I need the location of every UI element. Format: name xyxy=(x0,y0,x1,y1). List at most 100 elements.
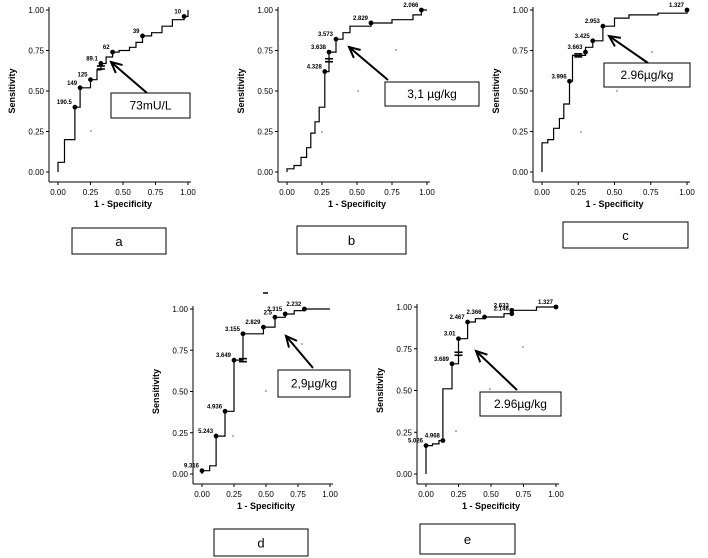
roc-point-label: 2.829 xyxy=(245,320,261,326)
roc-panel-e: 0.00 0.25 0.50 0.75 1.00 0.00 0.25 0.50 0.75 1.00… xyxy=(375,300,564,555)
x-tick-label: 0.00 xyxy=(534,188,550,197)
x-tick-label: 0.75 xyxy=(148,188,164,197)
callout-box xyxy=(603,62,691,88)
panel-label: e xyxy=(464,532,471,547)
roc-point xyxy=(272,314,278,320)
panel-label: b xyxy=(348,233,355,248)
x-tick-label: 0.75 xyxy=(384,188,400,197)
y-tick-label: 0.25 xyxy=(257,128,273,137)
roc-point xyxy=(88,77,93,83)
x-tick-label: 0.25 xyxy=(83,188,99,197)
stray-dot xyxy=(616,90,618,92)
roc-point xyxy=(72,104,78,110)
x-tick-label: 0.50 xyxy=(349,188,365,197)
x-axis-label: 1 - Specificity xyxy=(462,501,520,511)
roc-point-label: 149 xyxy=(67,81,78,87)
y-tick-label: 0.75 xyxy=(172,346,188,355)
panel-label-box xyxy=(419,523,516,555)
stray-dot xyxy=(522,346,524,348)
callout-arrow xyxy=(475,350,518,391)
roc-point xyxy=(302,306,307,312)
roc-point xyxy=(261,324,266,330)
x-tick-label: 0.75 xyxy=(516,490,532,499)
roc-point-label: 39 xyxy=(133,29,140,35)
y-tick-label: 0.25 xyxy=(172,429,188,438)
x-tick-label: 0.00 xyxy=(194,490,210,499)
callout-arrowhead xyxy=(474,349,488,363)
y-tick-label: 0.00 xyxy=(172,470,188,479)
y-tick-label: 0.00 xyxy=(28,168,44,177)
callout-arrowhead xyxy=(109,60,123,74)
stray-dot xyxy=(489,388,491,390)
roc-point xyxy=(140,33,145,39)
roc-point xyxy=(199,468,205,474)
panel-label-box xyxy=(562,221,689,249)
stray-dot xyxy=(301,343,303,345)
y-axis-label: Sensitivity xyxy=(7,68,17,113)
x-tick-label: 0.25 xyxy=(570,188,586,197)
roc-point-label: 2.953 xyxy=(585,19,601,25)
roc-point xyxy=(449,361,455,367)
callout-box xyxy=(384,81,480,107)
stray-dot xyxy=(90,130,92,132)
x-axis-label: 1 - Specificity xyxy=(585,199,643,209)
x-tick-label: 0.00 xyxy=(50,188,66,197)
roc-point-label: 3.996 xyxy=(552,74,568,80)
callout-text: 2.96µg/kg xyxy=(621,68,674,82)
roc-point-label: 1.327 xyxy=(669,3,685,9)
roc-point-label: 190.5 xyxy=(57,100,73,106)
x-tick-label: 0.75 xyxy=(643,188,659,197)
roc-panel-c: 0.00 0.25 0.50 0.75 1.00 0.00 0.25 0.50 0.75 1.00… xyxy=(491,3,695,249)
roc-point xyxy=(240,331,246,337)
callout-arrow xyxy=(348,46,389,81)
stray-dot xyxy=(455,430,457,432)
roc-point xyxy=(509,307,515,313)
callout-box xyxy=(479,391,562,417)
panel-label-box xyxy=(296,225,407,255)
roc-point-label: 2.633 xyxy=(494,303,510,309)
roc-point-label: 2.467 xyxy=(450,315,466,321)
roc-point-label: 9.316 xyxy=(184,464,200,470)
callout-arrowhead xyxy=(284,334,298,348)
y-tick-label: 1.00 xyxy=(28,6,44,15)
callout-box xyxy=(277,369,351,398)
y-tick-label: 0.25 xyxy=(512,128,528,137)
roc-panel-b: 0.00 0.25 0.50 0.75 1.00 0.00 0.25 0.50 0.75 1.00… xyxy=(236,3,480,255)
x-tick-label: 0.25 xyxy=(314,188,330,197)
roc-point-label: 2.366 xyxy=(466,310,482,316)
x-tick-label: 0.50 xyxy=(607,188,623,197)
x-tick-label: 0.50 xyxy=(115,188,131,197)
y-tick-label: 1.00 xyxy=(172,305,188,314)
x-tick-label: 1.00 xyxy=(679,188,695,197)
roc-point xyxy=(567,78,572,84)
y-tick-label: 0.00 xyxy=(512,168,528,177)
roc-point-label: 125 xyxy=(77,73,88,79)
y-tick-label: 0.00 xyxy=(396,470,412,479)
roc-point xyxy=(222,408,228,414)
roc-point xyxy=(110,49,115,55)
roc-point xyxy=(282,311,288,317)
roc-point-label: 2.232 xyxy=(286,302,302,308)
x-tick-label: 0.25 xyxy=(226,490,242,499)
stray-dot xyxy=(265,390,267,392)
roc-point xyxy=(509,311,515,317)
roc-point-label: 3.649 xyxy=(216,353,232,359)
callout-text: 3,1 µg/kg xyxy=(407,87,457,101)
x-tick-label: 1.00 xyxy=(419,188,435,197)
roc-curve xyxy=(286,9,427,172)
callout-arrow xyxy=(110,61,148,94)
panel-label: d xyxy=(257,536,264,551)
roc-point xyxy=(368,20,374,26)
callout-arrowhead xyxy=(607,34,622,47)
y-axis-label: Sensitivity xyxy=(236,68,246,113)
y-axis-label: Sensitivity xyxy=(491,68,501,113)
roc-curve xyxy=(57,10,189,172)
x-tick-label: 0.75 xyxy=(290,490,306,499)
roc-point xyxy=(326,49,332,55)
stray-dot xyxy=(321,131,323,133)
roc-point-label: 5.243 xyxy=(198,429,214,435)
roc-panel-d: 0.00 0.25 0.50 0.75 1.00 0.00 0.25 0.50 0.75 1.00… xyxy=(151,302,351,557)
y-tick-label: 1.00 xyxy=(512,6,528,15)
x-tick-label: 0.00 xyxy=(418,490,434,499)
panel-label: a xyxy=(115,234,123,249)
